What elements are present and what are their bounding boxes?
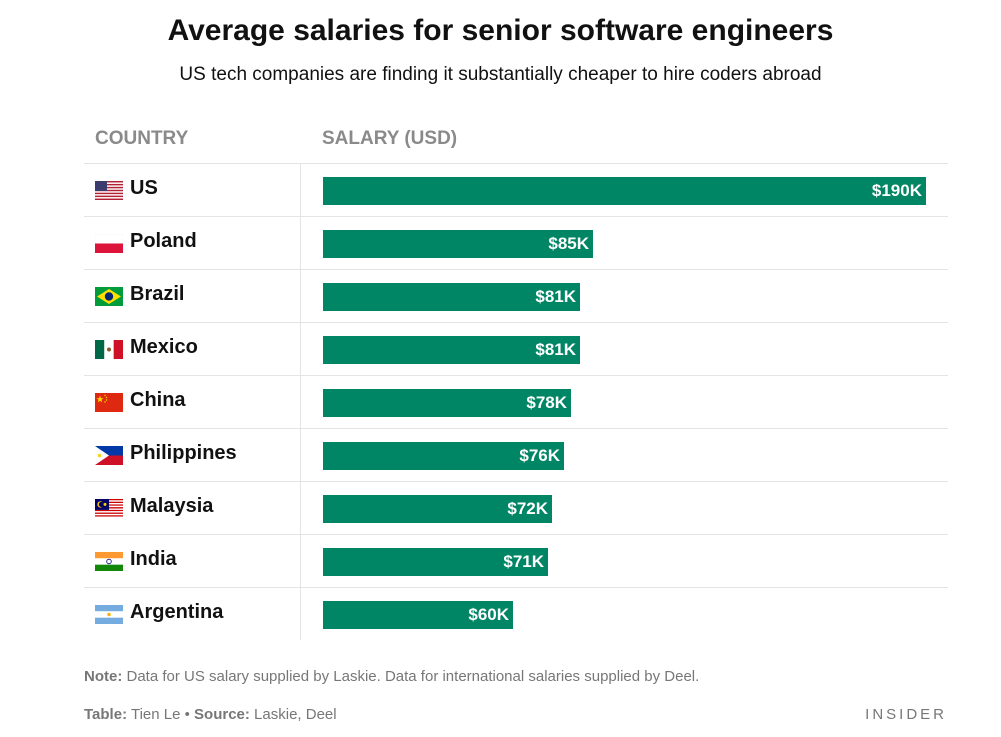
- salary-table: US $190K Poland $85K Brazil $81K Mexico $81K Chi…: [84, 163, 948, 640]
- insider-logo: INSIDER: [865, 706, 947, 723]
- salary-value-label: $81K: [535, 287, 576, 306]
- table-row: Poland $85K: [84, 216, 948, 269]
- salary-bar: $76K: [323, 442, 564, 470]
- note: Note: Data for US salary supplied by Las…: [84, 668, 699, 685]
- mexico-flag-icon: [95, 340, 123, 359]
- table-row: Brazil $81K: [84, 269, 948, 322]
- country-label: Mexico: [130, 336, 198, 358]
- salary-bar: $190K: [323, 177, 926, 205]
- country-label: Argentina: [130, 601, 224, 623]
- salary-value-label: $190K: [871, 181, 922, 200]
- salary-bar: $78K: [323, 389, 571, 417]
- malaysia-flag-icon: [95, 499, 123, 518]
- table-row: China $78K: [84, 375, 948, 428]
- argentina-flag-icon: [95, 605, 123, 624]
- poland-flag-icon: [94, 233, 124, 253]
- table-row: Argentina $60K: [84, 587, 948, 640]
- note-label: Note:: [84, 668, 123, 685]
- philippines-flag-icon: [95, 446, 123, 465]
- us-flag-icon: [95, 181, 123, 200]
- brazil-flag-icon: [95, 287, 123, 306]
- country-label: India: [130, 548, 177, 570]
- india-flag-icon: [95, 552, 123, 571]
- country-label: US: [130, 177, 158, 199]
- salary-bar: $81K: [323, 336, 580, 364]
- salary-column-header: SALARY (USD): [322, 128, 458, 149]
- country-label: China: [130, 389, 186, 411]
- table-row: Philippines $76K: [84, 428, 948, 481]
- salary-bar: $72K: [323, 495, 552, 523]
- salary-value-label: $85K: [548, 234, 589, 253]
- note-text: Data for US salary supplied by Laskie. D…: [122, 668, 700, 685]
- table-row: Malaysia $72K: [84, 481, 948, 534]
- country-label: Brazil: [130, 283, 185, 305]
- credit-bullet: •: [184, 706, 190, 723]
- salary-value-label: $78K: [526, 393, 567, 412]
- country-label: Philippines: [130, 442, 237, 464]
- salary-bar: $71K: [323, 548, 548, 576]
- country-label: Malaysia: [130, 495, 214, 517]
- chart-subtitle: US tech companies are finding it substan…: [179, 64, 822, 85]
- table-row: Mexico $81K: [84, 322, 948, 375]
- salary-value-label: $71K: [503, 552, 544, 571]
- country-column-header: COUNTRY: [95, 128, 189, 149]
- table-row: India $71K: [84, 534, 948, 587]
- salary-bar: $81K: [323, 283, 580, 311]
- table-credit-label: Table:: [84, 706, 128, 723]
- column-divider: [300, 163, 301, 640]
- credit-line: Table: Tien Le • Source: Laskie, Deel: [84, 706, 337, 723]
- salary-value-label: $60K: [468, 605, 509, 624]
- salary-bar: $85K: [323, 230, 593, 258]
- salary-value-label: $72K: [507, 499, 548, 518]
- salary-value-label: $81K: [535, 340, 576, 359]
- chart-title: Average salaries for senior software eng…: [167, 14, 834, 47]
- table-row: US $190K: [84, 163, 948, 216]
- table-credit-text: Tien Le: [127, 706, 185, 723]
- country-label: Poland: [130, 230, 197, 252]
- source-text: Laskie, Deel: [249, 706, 337, 723]
- china-flag-icon: [95, 393, 123, 412]
- salary-bar: $60K: [323, 601, 513, 629]
- source-label: Source:: [189, 706, 250, 723]
- salary-value-label: $76K: [519, 446, 560, 465]
